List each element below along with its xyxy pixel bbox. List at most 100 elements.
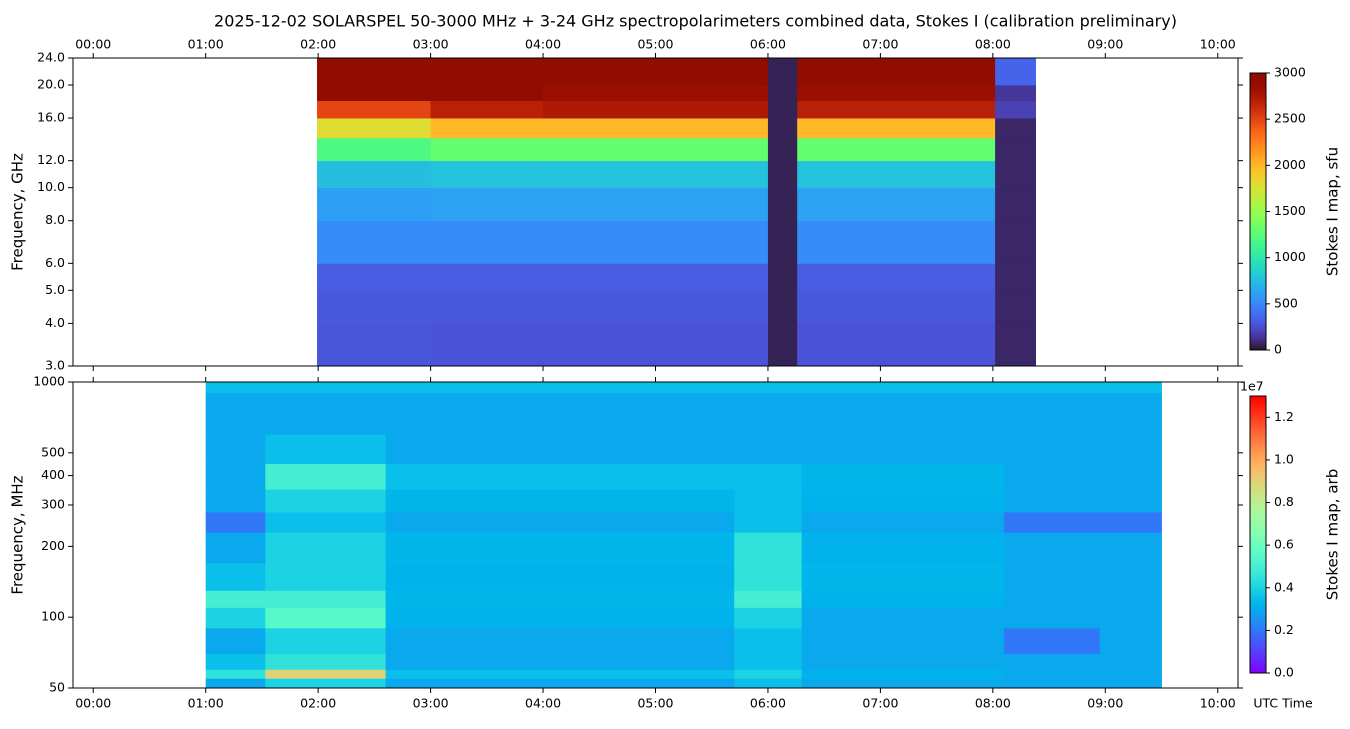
colorbar-swatch — [1250, 269, 1266, 273]
colorbar-swatch — [1250, 169, 1266, 173]
heatmap-cell — [1099, 434, 1162, 464]
colorbar-swatch — [1250, 326, 1266, 330]
x-tick-label: 10:00 — [1200, 696, 1236, 711]
heatmap-cell — [1004, 512, 1101, 533]
colorbar-swatch — [1250, 220, 1266, 224]
colorbar-swatch — [1250, 486, 1266, 489]
colorbar-swatch — [1250, 264, 1266, 268]
colorbar-swatch — [1250, 405, 1266, 409]
colorbar-swatch — [1250, 255, 1266, 259]
heatmap-cell — [265, 532, 387, 564]
heatmap-cell — [1004, 382, 1101, 394]
heatmap-cell — [1099, 392, 1162, 435]
colorbar-swatch — [1250, 218, 1266, 222]
colorbar-swatch — [1250, 460, 1266, 464]
heatmap-cell — [1099, 562, 1162, 591]
heatmap-cell — [205, 463, 266, 490]
colorbar-swatch — [1250, 449, 1266, 452]
y-tick-label: 20.0 — [37, 77, 65, 92]
heatmap-cell — [995, 263, 1036, 291]
colorbar-swatch — [1250, 250, 1266, 254]
colorbar-swatch — [1250, 626, 1266, 630]
colorbar-swatch — [1250, 133, 1266, 136]
colorbar-swatch — [1250, 419, 1266, 422]
heatmap-cell — [265, 678, 387, 689]
heatmap-cell — [265, 489, 387, 513]
heatmap-cell — [1004, 434, 1101, 464]
colorbar-swatch — [1250, 333, 1266, 337]
heatmap-cell — [385, 627, 735, 655]
colorbar-swatch — [1250, 153, 1266, 157]
heatmap-cell — [430, 58, 544, 86]
heatmap-cell — [205, 669, 266, 679]
colorbar-swatch — [1250, 585, 1266, 589]
colorbar-swatch — [1250, 518, 1266, 522]
heatmap-cell — [430, 118, 544, 139]
colorbar-swatch — [1250, 294, 1266, 298]
colorbar-swatch — [1250, 313, 1266, 316]
colorbar-swatch — [1250, 345, 1266, 349]
heatmap-cell — [1099, 627, 1162, 655]
colorbar-tick-label: 0.2 — [1274, 622, 1294, 637]
heatmap-cell — [317, 290, 431, 324]
colorbar-swatch — [1250, 338, 1266, 342]
colorbar-swatch — [1250, 638, 1266, 642]
heatmap-cell — [801, 382, 1005, 394]
colorbar-swatch — [1250, 243, 1266, 247]
heatmap-cell — [385, 562, 735, 591]
colorbar-swatch — [1250, 596, 1266, 600]
heatmap-cell — [801, 392, 1005, 435]
heatmap-cell — [430, 263, 544, 291]
colorbar-swatch — [1250, 414, 1266, 418]
heatmap-cell — [995, 137, 1036, 162]
heatmap-cell — [205, 562, 266, 591]
heatmap-cell — [430, 160, 544, 189]
x-tick-label: 04:00 — [525, 37, 561, 52]
colorbar-swatch — [1250, 636, 1266, 639]
colorbar-swatch — [1250, 562, 1266, 566]
colorbar-swatch — [1250, 119, 1266, 122]
heatmap-cell — [543, 137, 656, 162]
colorbar-swatch — [1250, 158, 1266, 162]
colorbar-swatch — [1250, 642, 1266, 646]
heatmap-cell — [265, 590, 387, 608]
heatmap-cell — [1099, 382, 1162, 394]
colorbar-swatch — [1250, 541, 1266, 545]
colorbar-swatch — [1250, 156, 1266, 159]
heatmap-cell — [385, 382, 735, 394]
colorbar-swatch — [1250, 534, 1266, 538]
colorbar-swatch — [1250, 116, 1266, 120]
colorbar-swatch — [1250, 343, 1266, 346]
colorbar-swatch — [1250, 661, 1266, 665]
x-tick-label: 00:00 — [75, 696, 111, 711]
heatmap-cell — [205, 392, 266, 435]
heatmap-cell — [543, 263, 656, 291]
heatmap-cell — [205, 678, 266, 689]
heatmap-cell — [385, 607, 735, 629]
colorbar-swatch — [1250, 580, 1266, 584]
colorbar-swatch — [1250, 539, 1266, 542]
colorbar-swatch — [1250, 253, 1266, 256]
x-tick-label: 01:00 — [188, 37, 224, 52]
heatmap-cell — [734, 590, 803, 608]
heatmap-cell — [265, 653, 387, 670]
heatmap-cell — [655, 58, 769, 86]
heatmap-cell — [734, 382, 803, 394]
heatmap-cell — [734, 434, 803, 464]
colorbar-tick-label: 0.0 — [1274, 665, 1294, 680]
colorbar-swatch — [1250, 525, 1266, 529]
x-tick-label: 05:00 — [637, 696, 673, 711]
colorbar-swatch — [1250, 569, 1266, 572]
heatmap-cell — [385, 434, 735, 464]
y-axis-label: Frequency, MHz — [9, 475, 27, 594]
colorbar-swatch — [1250, 652, 1266, 656]
colorbar-swatch — [1250, 532, 1266, 535]
heatmap-cell — [797, 85, 996, 102]
colorbar-swatch — [1250, 617, 1266, 621]
colorbar-swatch — [1250, 86, 1266, 90]
heatmap-cell — [734, 463, 803, 490]
heatmap-cell — [767, 323, 798, 367]
heatmap-cell — [265, 392, 387, 435]
y-tick-label: 10.0 — [37, 179, 65, 194]
heatmap-cell — [801, 562, 1005, 591]
